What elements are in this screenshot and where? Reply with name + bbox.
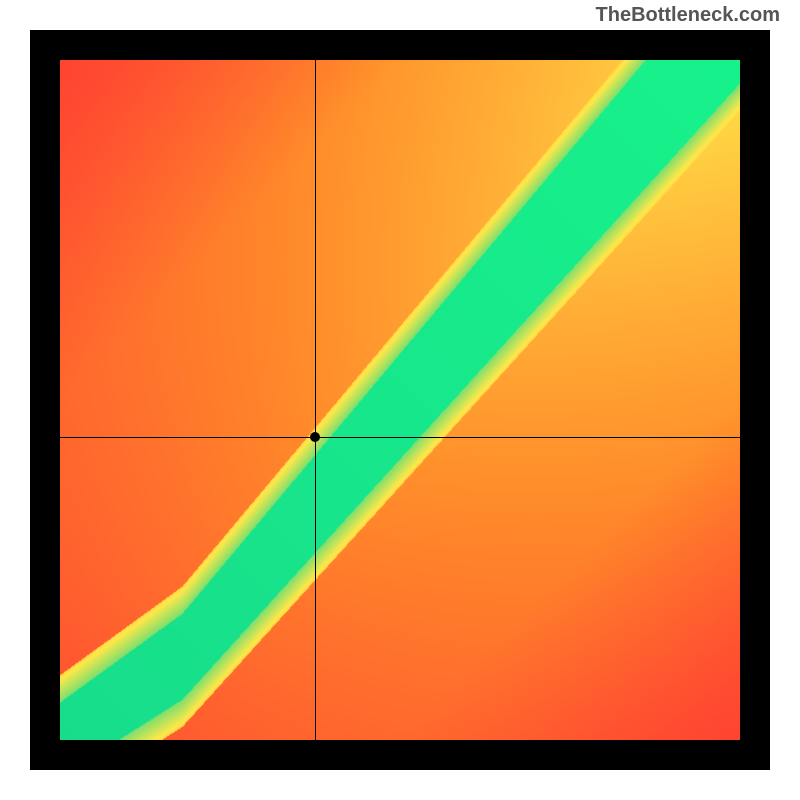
- data-point-marker: [310, 432, 320, 442]
- chart-frame: [30, 30, 770, 770]
- watermark-text: TheBottleneck.com: [596, 4, 780, 27]
- heatmap-plot: [60, 60, 740, 740]
- crosshair-vertical: [315, 60, 316, 740]
- heatmap-canvas: [60, 60, 740, 740]
- crosshair-horizontal: [60, 437, 740, 438]
